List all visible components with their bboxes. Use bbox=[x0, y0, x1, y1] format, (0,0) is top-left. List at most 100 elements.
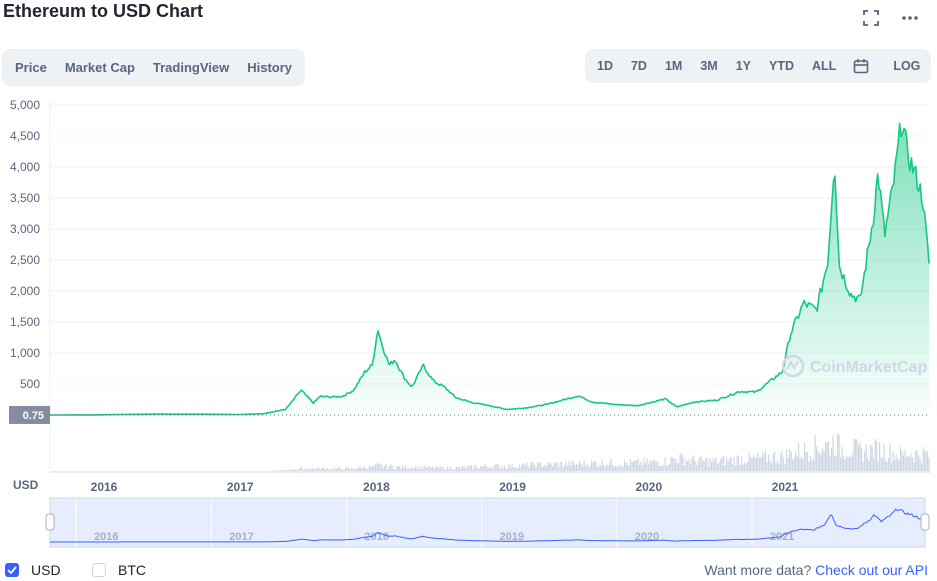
volume-bar bbox=[481, 466, 483, 471]
volume-bar bbox=[552, 466, 554, 471]
volume-bar bbox=[697, 461, 699, 471]
volume-bar bbox=[411, 467, 413, 471]
range-all[interactable]: ALL bbox=[812, 59, 837, 73]
volume-bar bbox=[391, 465, 393, 471]
volume-bar bbox=[895, 453, 897, 471]
volume-bar bbox=[394, 469, 396, 471]
volume-bar bbox=[364, 467, 366, 471]
y-tick-label: 5,000 bbox=[10, 98, 40, 112]
y-tick-label: 500 bbox=[20, 377, 40, 391]
volume-bar bbox=[313, 468, 315, 471]
volume-bar bbox=[841, 446, 843, 471]
volume-bar bbox=[561, 462, 563, 471]
api-promo: Want more data? Check out our API bbox=[704, 562, 928, 578]
volume-bar bbox=[829, 456, 831, 471]
volume-bar bbox=[321, 468, 323, 471]
volume-bar bbox=[405, 465, 407, 471]
btc-checkbox[interactable] bbox=[92, 563, 106, 577]
volume-bar bbox=[708, 466, 710, 471]
volume-bar bbox=[843, 456, 845, 471]
volume-bar bbox=[805, 451, 807, 471]
volume-bar bbox=[736, 455, 738, 471]
volume-bar bbox=[274, 470, 276, 471]
start-value-marker: 0.75 bbox=[9, 405, 930, 424]
volume-bar bbox=[762, 451, 764, 471]
fullscreen-icon[interactable] bbox=[861, 8, 881, 28]
volume-bar bbox=[757, 452, 759, 471]
volume-bar bbox=[619, 464, 621, 471]
volume-bar bbox=[690, 463, 692, 471]
volume-bar bbox=[393, 468, 395, 471]
volume-bar bbox=[633, 460, 635, 471]
volume-bar bbox=[888, 457, 890, 471]
volume-bar bbox=[678, 462, 680, 471]
volume-bar bbox=[379, 464, 381, 471]
volume-bar bbox=[282, 470, 284, 471]
usd-checkbox[interactable] bbox=[5, 563, 19, 577]
volume-bar bbox=[276, 470, 278, 471]
volume-bar bbox=[370, 467, 372, 471]
volume-bar bbox=[429, 465, 431, 471]
volume-bar bbox=[735, 465, 737, 471]
volume-bar bbox=[639, 465, 641, 471]
volume-bar bbox=[492, 468, 494, 471]
volume-bar bbox=[750, 457, 752, 471]
tab-tradingview[interactable]: TradingView bbox=[152, 60, 230, 75]
range-1y[interactable]: 1Y bbox=[735, 59, 752, 73]
tab-history[interactable]: History bbox=[247, 60, 293, 75]
volume-bar bbox=[486, 466, 488, 471]
legend-btc[interactable]: BTC bbox=[92, 562, 146, 578]
volume-bar bbox=[810, 456, 812, 471]
volume-bar bbox=[928, 457, 930, 471]
range-1m[interactable]: 1M bbox=[664, 59, 683, 73]
volume-bar bbox=[852, 454, 854, 471]
chart-tabs: Price Market Cap TradingView History bbox=[2, 49, 306, 86]
price-area bbox=[47, 122, 930, 416]
tab-market-cap[interactable]: Market Cap bbox=[64, 60, 135, 75]
volume-bar bbox=[870, 444, 872, 471]
volume-bar bbox=[783, 457, 785, 471]
volume-bar bbox=[553, 462, 555, 471]
volume-bar bbox=[825, 441, 827, 471]
navigator-handle-right[interactable] bbox=[920, 513, 930, 531]
volume-bar bbox=[789, 448, 791, 471]
more-icon[interactable] bbox=[900, 8, 920, 28]
y-tick-label: 4,500 bbox=[10, 129, 40, 143]
y-tick-label: 2,500 bbox=[10, 253, 40, 267]
volume-bar bbox=[676, 463, 678, 471]
price-area-fill bbox=[47, 123, 929, 416]
volume-bar bbox=[817, 450, 819, 471]
volume-bar bbox=[472, 468, 474, 471]
volume-bar bbox=[681, 452, 683, 471]
range-navigator[interactable]: 2016 2017 2018 2019 2020 2021 bbox=[45, 497, 930, 548]
volume-bar bbox=[700, 455, 702, 471]
volume-bar bbox=[802, 458, 804, 471]
navigator-handle-left[interactable] bbox=[45, 513, 55, 531]
range-1d[interactable]: 1D bbox=[597, 59, 613, 73]
volume-bar bbox=[720, 459, 722, 471]
volume-bar bbox=[828, 440, 830, 471]
range-3m[interactable]: 3M bbox=[700, 59, 718, 73]
volume-bar bbox=[382, 467, 384, 471]
calendar-icon[interactable] bbox=[845, 54, 877, 78]
volume-bar bbox=[781, 450, 783, 471]
api-link[interactable]: Check out our API bbox=[815, 562, 928, 578]
volume-bar bbox=[613, 466, 615, 471]
volume-bar bbox=[562, 467, 564, 471]
volume-bar bbox=[738, 456, 740, 471]
volume-bar bbox=[571, 460, 573, 471]
volume-bar bbox=[799, 458, 801, 471]
range-ytd[interactable]: YTD bbox=[769, 59, 795, 73]
legend-usd[interactable]: USD bbox=[5, 562, 61, 578]
volume-bar bbox=[523, 463, 525, 471]
volume-bar bbox=[342, 469, 344, 471]
volume-bar bbox=[366, 469, 368, 471]
volume-bar bbox=[586, 463, 588, 471]
y-tick-label: 3,500 bbox=[10, 191, 40, 205]
tab-price[interactable]: Price bbox=[15, 60, 47, 75]
volume-bar bbox=[337, 467, 339, 471]
log-scale-button[interactable]: LOG bbox=[893, 59, 921, 73]
volume-bar bbox=[924, 450, 926, 471]
range-7d[interactable]: 7D bbox=[630, 59, 647, 73]
